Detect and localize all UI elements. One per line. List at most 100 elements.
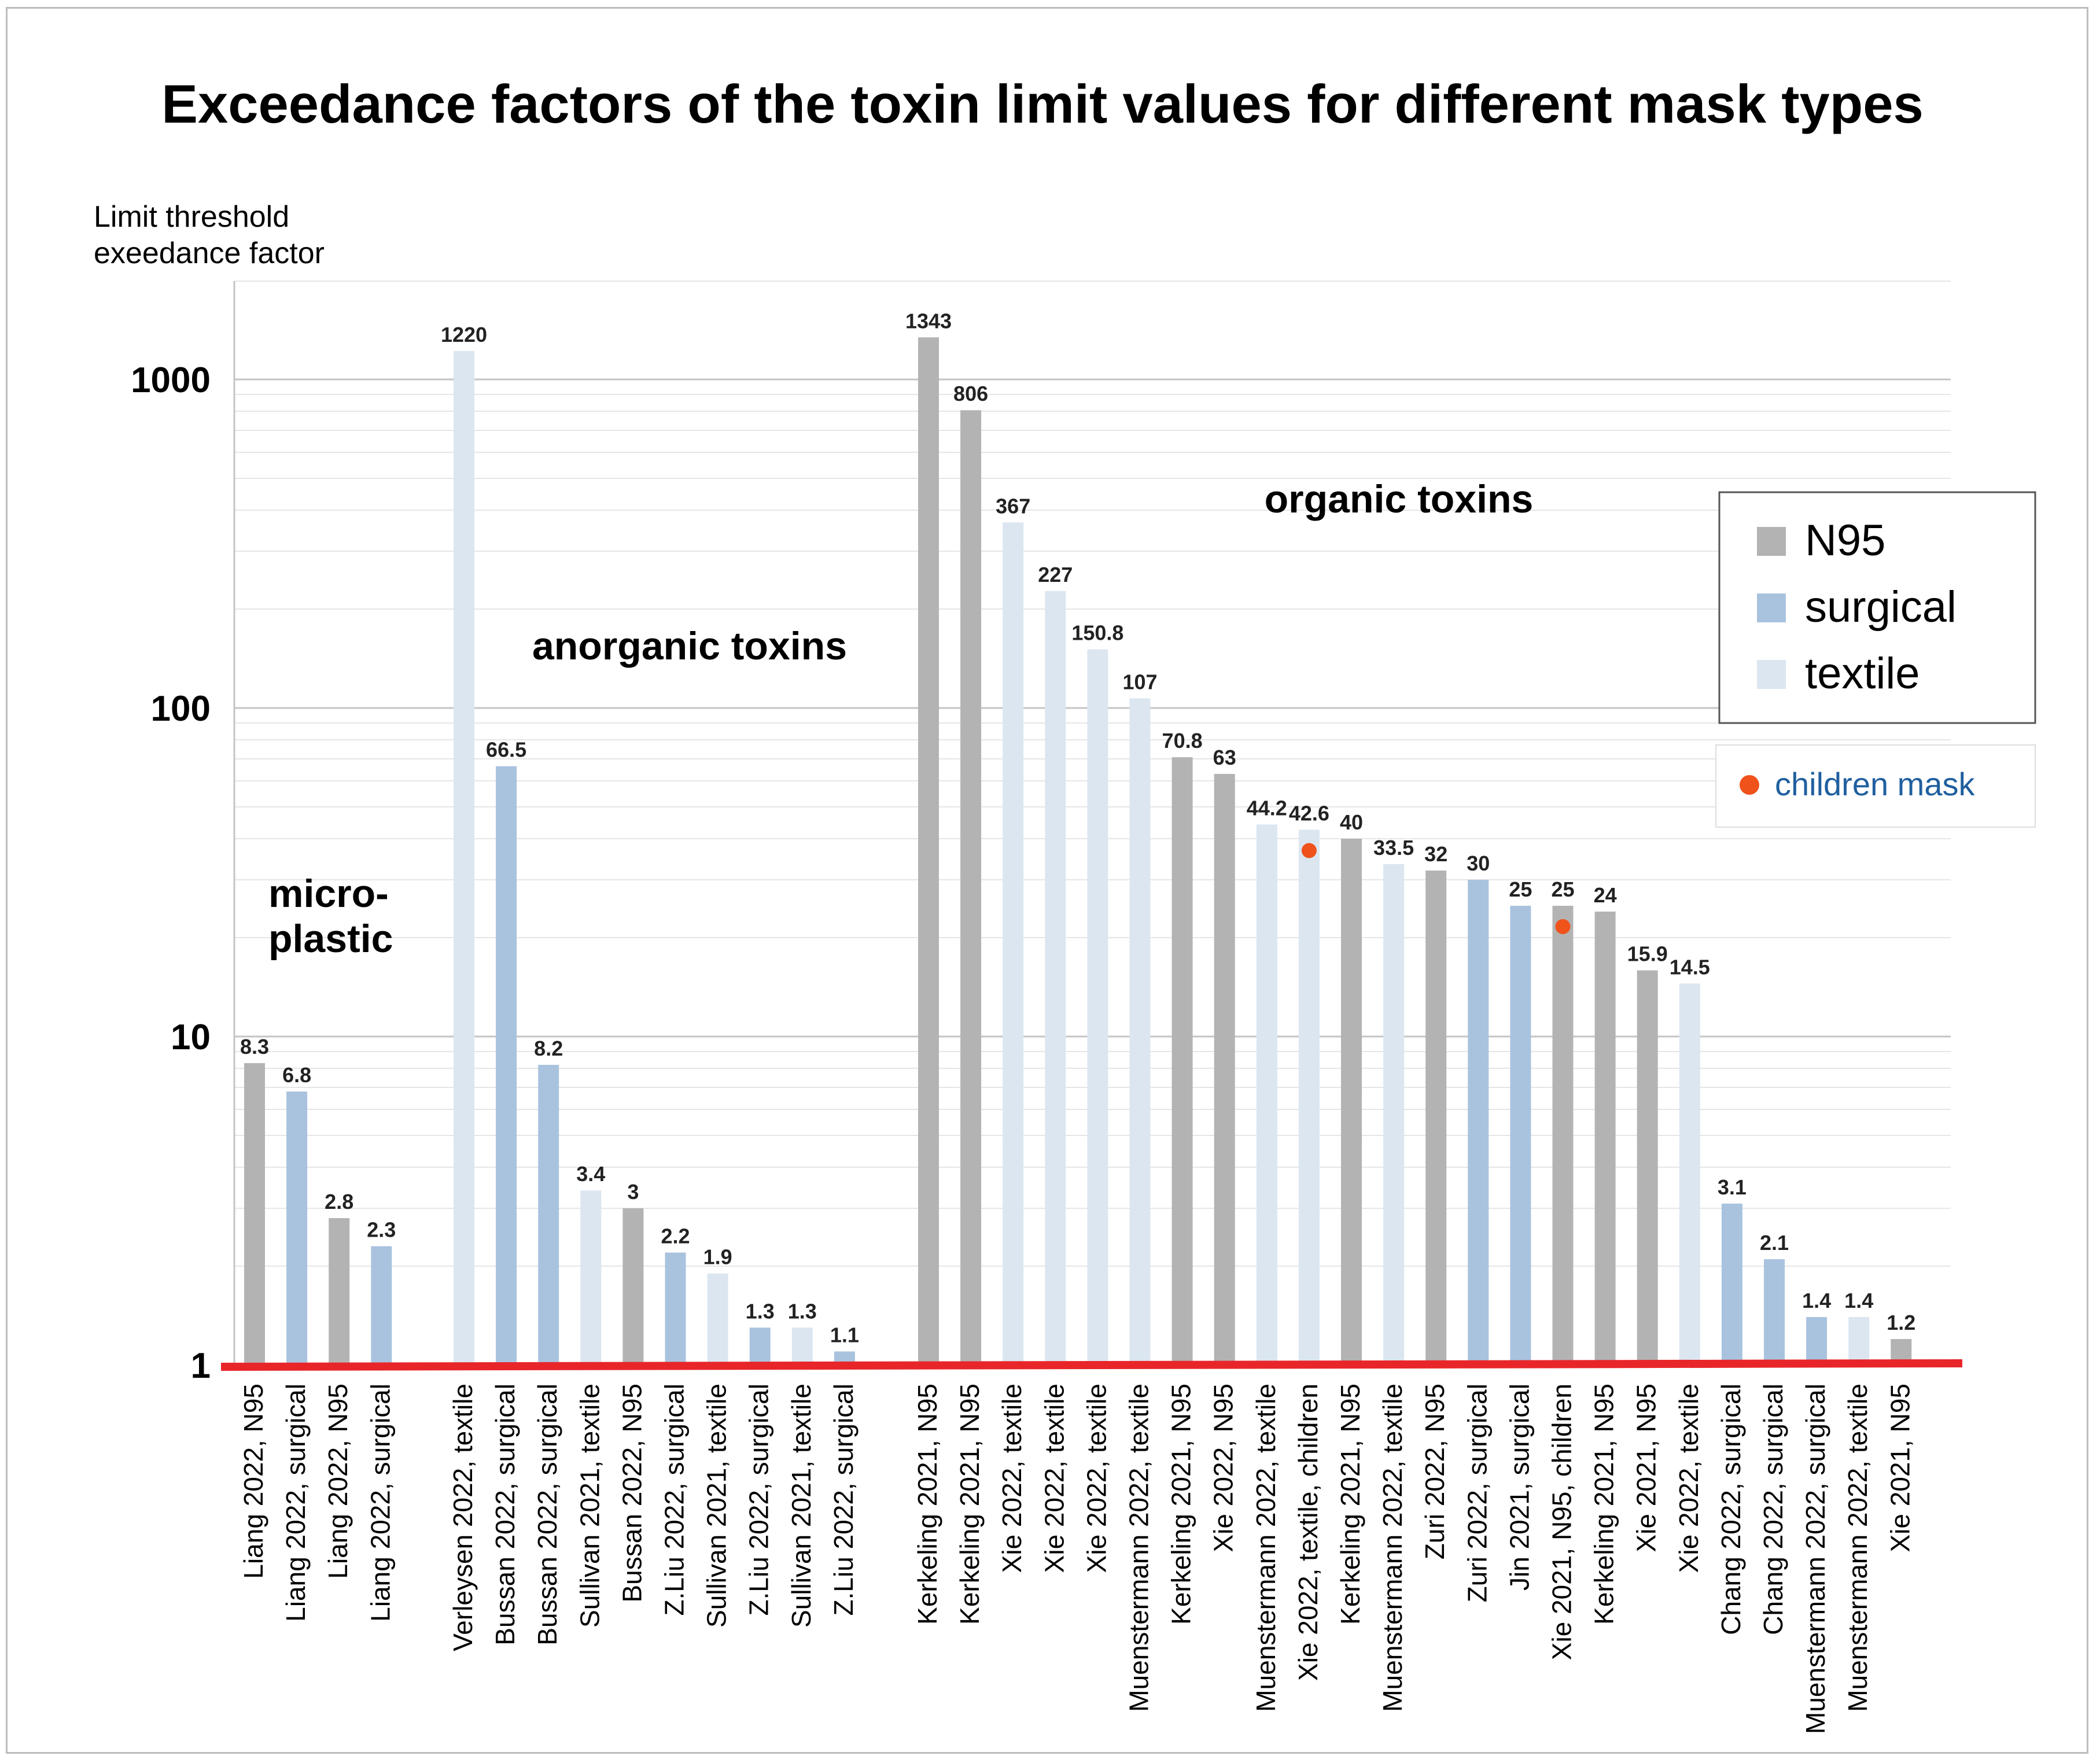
x-tick-label: Z.Liu 2022, surgical xyxy=(660,1384,690,1616)
bar xyxy=(622,1208,644,1365)
bar-value-label: 32 xyxy=(1424,842,1447,866)
x-tick-label: Liang 2022, surgical xyxy=(365,1384,395,1622)
bar-value-label: 2.8 xyxy=(325,1190,353,1214)
bar xyxy=(1594,912,1616,1365)
x-tick-label: Sullivan 2021, textile xyxy=(786,1384,816,1628)
bar xyxy=(454,351,474,1365)
bar xyxy=(1045,591,1066,1365)
bar-value-label: 25 xyxy=(1551,877,1574,901)
legend-swatch-surgical xyxy=(1757,593,1786,622)
bar xyxy=(1298,829,1320,1365)
x-tick-label: Zuri 2022, surgical xyxy=(1462,1384,1492,1602)
x-tick-label: Xie 2021, N95 xyxy=(1631,1384,1661,1552)
x-tick-label: Xie 2022, textile xyxy=(997,1384,1027,1573)
bar xyxy=(1510,905,1531,1365)
bar xyxy=(707,1273,728,1365)
bar-value-label: 1.3 xyxy=(746,1299,775,1323)
bar xyxy=(580,1190,602,1365)
bar-value-label: 3.1 xyxy=(1718,1175,1747,1199)
children-mask-marker-icon xyxy=(1740,775,1759,795)
baseline-limit-line xyxy=(220,1359,1963,1371)
bar-value-label: 3 xyxy=(627,1180,639,1204)
chart-title: Exceedance factors of the toxin limit va… xyxy=(161,73,1924,134)
bar xyxy=(1171,757,1193,1365)
bar xyxy=(496,766,517,1365)
x-tick-label: Muenstermann 2022, textile xyxy=(1377,1384,1408,1712)
bar xyxy=(1679,983,1700,1365)
bar-value-label: 1220 xyxy=(441,323,487,346)
marker-legend-box xyxy=(1715,744,2036,828)
bar-value-label: 40 xyxy=(1340,810,1363,834)
x-tick-label: Zuri 2022, N95 xyxy=(1420,1384,1450,1559)
children-mask-marker xyxy=(1301,843,1317,858)
y-tick-label: 1000 xyxy=(131,360,211,400)
y-tick-label: 10 xyxy=(171,1017,211,1057)
bar-value-label: 150.8 xyxy=(1071,621,1123,645)
bar-value-label: 227 xyxy=(1038,563,1073,587)
bar-value-label: 8.3 xyxy=(240,1035,269,1058)
bar xyxy=(1806,1316,1828,1365)
x-tick-label: Kerkeling 2021, N95 xyxy=(1335,1384,1365,1625)
bar-value-label: 1.9 xyxy=(703,1245,732,1269)
x-tick-label: Muenstermann 2022, surgical xyxy=(1800,1384,1830,1734)
x-tick-label: Jin 2021, surgical xyxy=(1504,1384,1534,1591)
bar xyxy=(244,1063,265,1365)
bar xyxy=(1256,824,1277,1365)
y-axis-label-line-2: exeedance factor xyxy=(94,237,325,270)
legend-swatch-textile xyxy=(1757,660,1786,689)
bar xyxy=(1214,773,1235,1365)
bar xyxy=(1721,1203,1742,1365)
x-tick-label: Xie 2022, N95 xyxy=(1209,1384,1239,1552)
bar xyxy=(1087,649,1108,1365)
bar xyxy=(371,1246,392,1365)
bar-value-label: 25 xyxy=(1509,877,1532,901)
x-tick-label: Bussan 2022, surgical xyxy=(490,1384,520,1646)
bar-value-label: 15.9 xyxy=(1627,942,1668,966)
bar xyxy=(1848,1316,1870,1365)
group-label: plastic xyxy=(268,917,393,961)
y-tick-label: 100 xyxy=(151,689,211,729)
y-axis-ticks: 1 10 100 1000 xyxy=(131,360,211,1386)
bar-value-label: 1.4 xyxy=(1802,1289,1831,1312)
bar-value-label: 66.5 xyxy=(486,738,526,762)
bar-value-label: 63 xyxy=(1213,746,1236,769)
x-tick-label: Chang 2022, surgical xyxy=(1716,1384,1746,1635)
x-tick-label: Muenstermann 2022, textile xyxy=(1124,1384,1154,1712)
y-tick-label: 1 xyxy=(191,1346,211,1386)
x-tick-label: Muenstermann 2022, textile xyxy=(1843,1384,1873,1712)
bar-value-label: 14.5 xyxy=(1670,955,1710,979)
bar xyxy=(918,337,939,1365)
bar-value-label: 6.8 xyxy=(282,1063,311,1087)
x-tick-label: Verleysen 2022, textile xyxy=(448,1384,478,1651)
bar-value-label: 367 xyxy=(996,494,1030,518)
bar xyxy=(1552,905,1574,1365)
x-tick-label: Muenstermann 2022, textile xyxy=(1251,1384,1281,1712)
bar xyxy=(665,1252,686,1365)
x-tick-label: Liang 2022, N95 xyxy=(238,1384,268,1579)
bar-value-label: 42.6 xyxy=(1289,801,1329,825)
x-tick-label: Liang 2022, N95 xyxy=(323,1384,353,1579)
x-tick-label: Z.Liu 2022, surgical xyxy=(828,1384,859,1616)
bar-value-label: 70.8 xyxy=(1162,729,1203,753)
bar-value-label: 2.2 xyxy=(661,1224,690,1248)
x-tick-label: Sullivan 2021, textile xyxy=(574,1384,605,1628)
bar xyxy=(329,1218,350,1365)
marker-legend-label: children mask xyxy=(1775,766,1975,802)
marker-legend: children mask xyxy=(1715,744,2036,828)
legend: N95 surgical textile xyxy=(1718,491,2036,724)
y-axis-label-line-1: Limit threshold xyxy=(94,200,289,234)
x-axis-tick-labels: Liang 2022, N95 Liang 2022, surgical Liang… xyxy=(238,1384,1915,1734)
bar-value-label: 1.3 xyxy=(788,1299,817,1323)
bar-value-label: 1.1 xyxy=(830,1323,859,1347)
bar xyxy=(1637,970,1658,1365)
bar-value-label: 107 xyxy=(1122,670,1157,694)
bar-value-label: 30 xyxy=(1467,851,1490,875)
legend-label-textile: textile xyxy=(1805,649,1920,698)
bar-value-label: 33.5 xyxy=(1373,836,1414,860)
bar-value-label: 1.2 xyxy=(1887,1311,1915,1334)
bar xyxy=(1425,871,1447,1365)
legend-label-surgical: surgical xyxy=(1805,582,1957,632)
x-tick-label: Kerkeling 2021, N95 xyxy=(1589,1384,1619,1625)
x-tick-label: Xie 2021, N95 xyxy=(1885,1384,1915,1552)
